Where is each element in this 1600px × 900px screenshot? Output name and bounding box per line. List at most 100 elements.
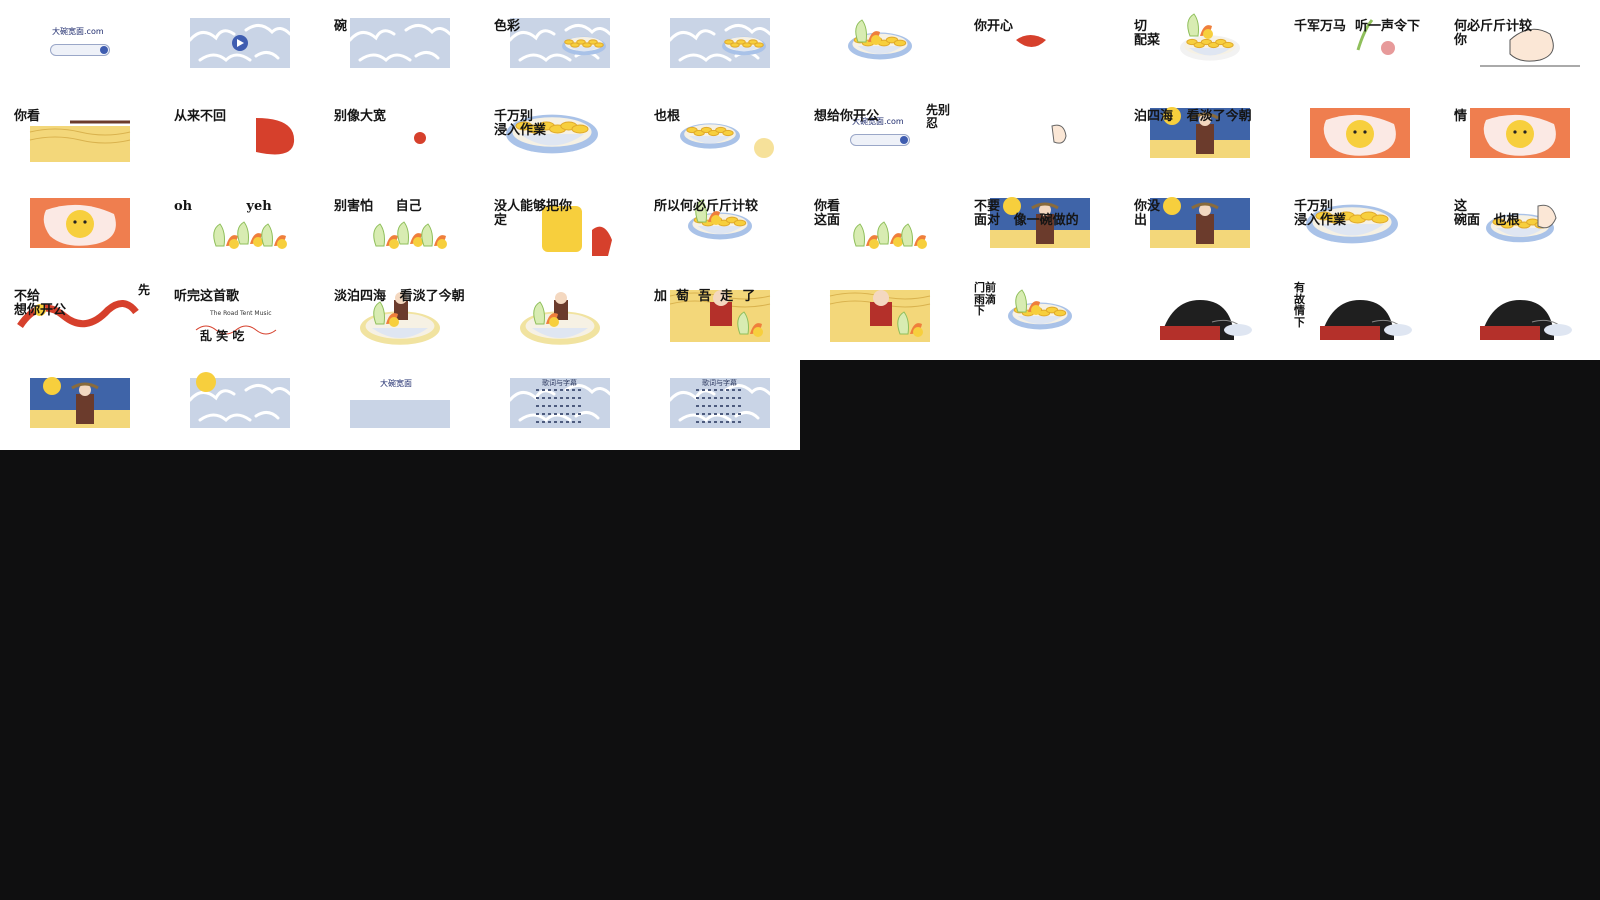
video-frame-thumbnail[interactable]: 不要 面对 像一碗做的 [960,180,1120,270]
video-frame-thumbnail[interactable]: 大碗宽面 [320,360,480,450]
video-frame-thumbnail[interactable]: oh yeh [160,180,320,270]
frame-illustration [848,19,912,60]
video-frame-thumbnail[interactable]: 也根 [640,90,800,180]
video-frame-thumbnail[interactable] [0,360,160,450]
frame-illustration [1016,35,1046,47]
video-frame-thumbnail[interactable]: 听完这首歌乱 笑 吃 The Road Tent Music [160,270,320,360]
lyric-caption-secondary: 先 [137,283,150,297]
frame-illustration [669,290,771,342]
video-frame-thumbnail[interactable] [160,360,320,450]
search-input [850,134,910,146]
frame-illustration [1306,204,1398,244]
video-frame-thumbnail[interactable]: 别像大宽 [320,90,480,180]
video-frame-thumbnail[interactable]: 碗 [320,0,480,90]
contact-sheet-bottom: 大碗宽面 歌词与字幕 歌词与字幕 [0,360,800,450]
video-frame-thumbnail[interactable]: 千万别 浸入作業 [480,90,640,180]
video-frame-thumbnail[interactable]: 所以何必斤斤计较 [640,180,800,270]
video-frame-thumbnail[interactable]: 千万别 浸入作業 [1280,180,1440,270]
site-title: 大碗宽面.com [52,27,104,36]
frame-illustration [520,292,600,345]
video-frame-thumbnail[interactable] [0,180,160,270]
frame-illustration [506,114,598,154]
video-frame-thumbnail[interactable]: 大碗宽面.com [0,0,160,90]
lyric-caption: 不给 想你开公 [14,289,67,318]
lyric-caption: 也根 [654,109,681,124]
video-frame-thumbnail[interactable]: 歌词与字幕 [480,360,640,450]
video-frame-thumbnail[interactable] [960,90,1120,180]
video-frame-thumbnail[interactable]: 淡泊四海 看淡了今朝 [320,270,480,360]
video-frame-thumbnail[interactable] [160,0,320,90]
video-frame-thumbnail[interactable] [800,0,960,90]
lyric-caption: 碗 [334,19,348,34]
lyric-caption-secondary: 乱 笑 吃 [200,329,245,343]
site-title: 大碗宽面 [380,379,412,388]
video-frame-thumbnail[interactable]: 加 萄 吾 走 了 [640,270,800,360]
video-frame-thumbnail[interactable]: 你没 出 [1120,180,1280,270]
frame-illustration [853,221,927,249]
lyric-caption: 千万别 浸入作業 [1294,199,1347,228]
lyric-caption: 听完这首歌 [174,289,240,304]
frame-illustration [188,372,292,428]
lyric-caption: 这 碗面 也根 [1454,199,1520,228]
frame-illustration [1486,204,1557,243]
frame-illustration [256,118,295,155]
video-frame-thumbnail[interactable]: 千军万马 听一声令下 [1280,0,1440,90]
video-frame-thumbnail[interactable]: 歌词与字幕 [640,360,800,450]
video-frame-thumbnail[interactable]: 门前 雨滴 下 [960,270,1120,360]
frame-illustration [1480,28,1580,67]
lyric-caption: 你没 出 [1134,199,1161,228]
video-frame-thumbnail[interactable]: 你开心 [960,0,1120,90]
video-frame-thumbnail[interactable] [1120,270,1280,360]
lyric-caption: 何必斤斤计较 你 [1454,19,1533,48]
video-frame-thumbnail[interactable] [640,0,800,90]
lyric-caption: 你看 [14,109,41,124]
video-frame-thumbnail[interactable]: 别害怕 自己 [320,180,480,270]
lyric-caption: 门前 雨滴 下 [974,281,996,318]
site-title: 大碗宽面.com [852,117,904,126]
video-frame-thumbnail[interactable]: 不给 想你开公 先 [0,270,160,360]
video-frame-thumbnail[interactable]: 何必斤斤计较 你 [1440,0,1600,90]
frame-illustration [508,378,612,428]
video-frame-thumbnail[interactable]: 这 碗面 也根 [1440,180,1600,270]
lyrics-title: 歌词与字幕 [702,379,737,387]
frame-illustration [17,300,139,329]
frame-illustration [1480,300,1572,340]
video-frame-thumbnail[interactable] [480,270,640,360]
frame-illustration [1356,19,1395,55]
video-frame-thumbnail[interactable] [1280,90,1440,180]
frame-illustration [688,199,752,240]
frame-illustration [195,325,277,335]
video-frame-thumbnail[interactable]: 你看 [0,90,160,180]
video-frame-thumbnail[interactable]: 切 配菜 [1120,0,1280,90]
video-frame-thumbnail[interactable]: 大碗宽面.com 想给你开公 先别 忍 [800,90,960,180]
video-frame-thumbnail[interactable]: 没人能够把你 定 [480,180,640,270]
lyric-caption: 别像大宽 [334,109,387,124]
frame-illustration [1320,300,1412,340]
frame-illustration [668,18,772,68]
frame-illustration [1180,13,1240,61]
frame-illustration [1008,289,1072,330]
frame-illustration [350,400,450,428]
lyric-caption-secondary: 先别 忍 [925,103,950,130]
play-icon [188,18,292,68]
video-frame-thumbnail[interactable]: 有 故 情 下 [1280,270,1440,360]
lyric-caption: 没人能够把你 定 [494,199,573,228]
video-frame-thumbnail[interactable] [800,270,960,360]
video-frame-thumbnail[interactable]: 从来不回 [160,90,320,180]
search-input [50,44,110,56]
frame-illustration [1160,300,1252,340]
frame-illustration [1310,108,1410,158]
lyric-caption: 加 萄 吾 走 了 [654,289,756,304]
frame-illustration [348,18,452,68]
lyric-caption: 想给你开公 [814,109,880,124]
video-frame-thumbnail[interactable] [1440,270,1600,360]
video-frame-thumbnail[interactable]: 你看 这面 [800,180,960,270]
video-frame-thumbnail[interactable]: 情 [1440,90,1600,180]
video-frame-thumbnail[interactable]: 色彩 [480,0,640,90]
lyric-caption: 色彩 [494,19,521,34]
contact-sheet-top: 大碗宽面.com 碗 色彩 你开心 切 配菜 千军万马 听一声令下 何必斤斤计较 你… [0,0,1600,360]
search-icon [100,46,108,54]
video-frame-thumbnail[interactable]: 泊四海 看淡了今朝 [1120,90,1280,180]
lyric-caption: 从来不回 [174,109,227,124]
frame-illustration [990,197,1090,248]
